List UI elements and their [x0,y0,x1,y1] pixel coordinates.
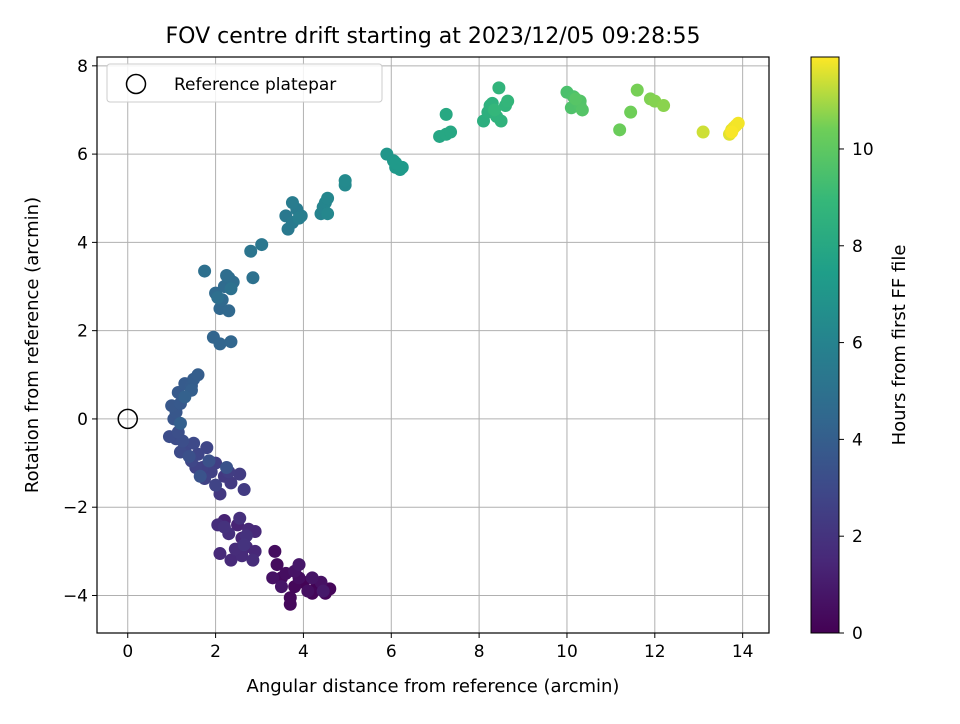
plot-frame [96,56,770,634]
data-point [283,591,297,605]
data-point [211,291,225,305]
colorbar-tick-label: 8 [852,237,863,257]
data-point [182,449,196,463]
x-tick-label: 0 [122,642,133,662]
data-point [187,436,201,450]
data-point [395,160,409,174]
data-point [220,268,234,282]
colorbar-tick-label: 6 [852,334,863,354]
data-point [224,476,238,490]
data-point [696,125,710,139]
legend-label: Reference platepar [174,75,336,95]
colorbar-tick-label: 0 [852,624,863,644]
data-point [270,558,284,572]
x-tick-label: 14 [732,642,754,662]
data-point [233,467,247,481]
data-point [630,83,644,97]
data-point [268,544,282,558]
colorbar-label: Hours from first FF file [889,245,910,446]
data-point [292,558,306,572]
y-tick-label: 4 [77,233,88,253]
data-point [198,264,212,278]
x-tick-label: 12 [644,642,666,662]
data-point [725,125,739,139]
x-tick-label: 4 [298,642,309,662]
colorbar-tick-label: 4 [852,430,863,450]
data-point [266,571,280,585]
data-point [224,282,238,296]
legend: Reference platepar [106,63,383,103]
data-point [220,460,234,474]
data-point [305,571,319,585]
data-point [237,483,251,497]
data-point [222,304,236,318]
data-point [255,238,269,252]
legend-box [106,63,383,103]
data-point [224,335,238,349]
data-point [209,478,223,492]
data-point [501,94,515,108]
data-point [246,553,260,567]
colorbar-gradient [810,56,840,634]
data-point [494,114,508,128]
x-tick-label: 2 [210,642,221,662]
grid-lines [97,57,769,633]
data-point [575,103,589,117]
data-point [569,92,583,106]
data-point [178,390,192,404]
y-axis-label: Rotation from reference (arcmin) [22,197,43,493]
y-tick-label: 8 [77,57,88,77]
data-point [492,81,506,95]
data-point [173,416,187,430]
reference-platepar-marker [117,408,138,430]
data-point [444,125,458,139]
colorbar-tick-label: 2 [852,527,863,547]
data-point [233,511,247,525]
data-point [613,123,627,137]
data-point [193,469,207,483]
data-point [217,520,231,534]
x-tick-label: 10 [556,642,578,662]
legend-open-circle-icon [125,73,147,95]
reference-marker-layer [117,408,138,430]
data-point [292,211,306,225]
data-point [224,553,238,567]
chart-title: FOV centre drift starting at 2023/12/05 … [166,24,701,49]
data-point [213,337,227,351]
y-tick-label: 0 [77,410,88,430]
colorbar-tick-label: 10 [852,140,874,160]
data-point [274,580,288,594]
x-tick-label: 6 [386,642,397,662]
data-point [202,454,216,468]
x-axis-label: Angular distance from reference (arcmin) [247,676,620,697]
data-point [321,191,335,205]
data-point [439,107,453,121]
y-tick-label: 2 [77,322,88,342]
data-point [321,207,335,221]
data-point [213,547,227,561]
data-points [162,81,745,611]
data-point [624,105,638,119]
data-point [731,116,745,130]
y-tick-label: −2 [63,498,88,518]
data-point [246,271,260,285]
y-tick-label: −4 [63,586,88,606]
x-tick-label: 8 [474,642,485,662]
data-point [244,244,258,258]
colorbar: 0 2 4 6 8 10 Hours from first FF file [810,56,910,644]
axes: 0 2 4 6 8 10 12 14 −4 −2 0 2 4 6 8 [63,56,770,662]
data-point [316,584,330,598]
data-point [285,196,299,210]
data-point [191,368,205,382]
colorbar-ticks: 0 2 4 6 8 10 [839,140,874,644]
data-point [237,538,251,552]
data-point [338,174,352,188]
y-tick-label: 6 [77,145,88,165]
data-point [487,103,501,117]
data-point [657,99,671,113]
data-point [301,584,315,598]
